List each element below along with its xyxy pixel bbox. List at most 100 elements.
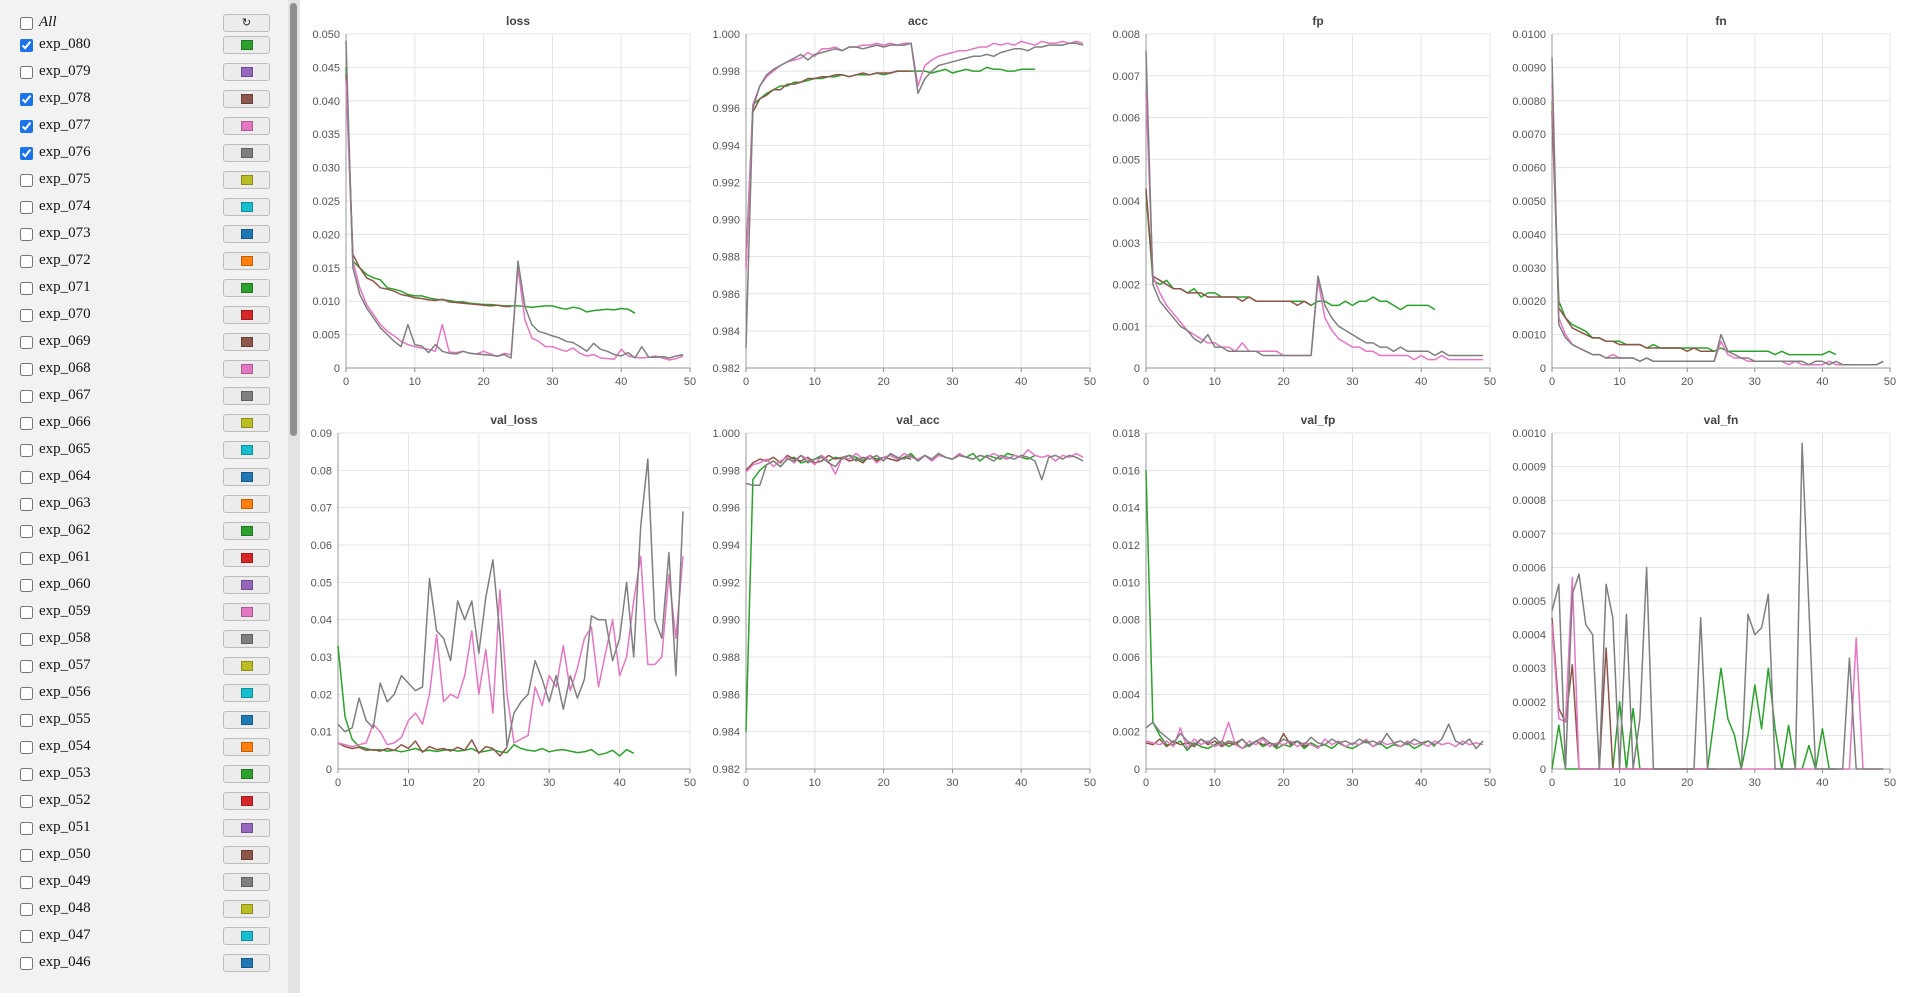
sidebar-scrollbar-thumb[interactable] bbox=[290, 3, 297, 436]
y-tick-label: 0.001 bbox=[1112, 321, 1140, 333]
experiment-checkbox[interactable] bbox=[20, 39, 33, 52]
chart-fn: fn 0 0.0010 0.0020 0.0030 0.0040 0.0050 0.0060 0… bbox=[1512, 14, 1896, 388]
series-line bbox=[337, 739, 508, 757]
experiment-label: exp_053 bbox=[39, 765, 91, 781]
experiment-checkbox[interactable] bbox=[20, 903, 33, 916]
color-picker-button[interactable] bbox=[223, 36, 270, 54]
color-picker-button[interactable] bbox=[223, 144, 270, 162]
color-picker-button[interactable] bbox=[223, 90, 270, 108]
experiment-row: exp_069 bbox=[20, 332, 276, 354]
experiment-checkbox[interactable] bbox=[20, 579, 33, 592]
experiment-checkbox[interactable] bbox=[20, 822, 33, 835]
series-line bbox=[1551, 576, 1884, 770]
experiment-checkbox[interactable] bbox=[20, 768, 33, 781]
color-picker-button[interactable] bbox=[223, 279, 270, 297]
experiment-checkbox[interactable] bbox=[20, 930, 33, 943]
experiment-label: exp_058 bbox=[39, 630, 91, 646]
experiment-row: exp_064 bbox=[20, 467, 276, 489]
experiment-checkbox[interactable] bbox=[20, 687, 33, 700]
series-line bbox=[745, 452, 1036, 732]
color-swatch bbox=[241, 202, 253, 212]
experiment-checkbox[interactable] bbox=[20, 471, 33, 484]
color-picker-button[interactable] bbox=[223, 711, 270, 729]
color-picker-button[interactable] bbox=[223, 738, 270, 756]
experiment-checkbox[interactable] bbox=[20, 714, 33, 727]
reset-colors-button[interactable]: ↻ bbox=[223, 14, 270, 32]
color-picker-button[interactable] bbox=[223, 198, 270, 216]
experiment-checkbox[interactable] bbox=[20, 552, 33, 565]
color-picker-button[interactable] bbox=[223, 252, 270, 270]
experiment-checkbox[interactable] bbox=[20, 876, 33, 889]
experiment-checkbox[interactable] bbox=[20, 147, 33, 160]
experiment-checkbox[interactable] bbox=[20, 174, 33, 187]
experiment-label: exp_074 bbox=[39, 198, 91, 214]
y-tick-label: 1.000 bbox=[712, 29, 740, 41]
x-tick-label: 50 bbox=[1884, 376, 1896, 388]
color-picker-button[interactable] bbox=[223, 792, 270, 810]
experiment-checkbox[interactable] bbox=[20, 525, 33, 538]
color-picker-button[interactable] bbox=[223, 495, 270, 513]
experiment-label: exp_064 bbox=[39, 468, 91, 484]
experiment-checkbox[interactable] bbox=[20, 498, 33, 511]
experiment-checkbox[interactable] bbox=[20, 606, 33, 619]
color-picker-button[interactable] bbox=[223, 171, 270, 189]
x-tick-label: 30 bbox=[946, 376, 958, 388]
color-picker-button[interactable] bbox=[223, 549, 270, 567]
y-tick-label: 0.05 bbox=[311, 577, 332, 589]
experiment-checkbox[interactable] bbox=[20, 660, 33, 673]
series-line bbox=[745, 40, 1084, 270]
color-picker-button[interactable] bbox=[223, 846, 270, 864]
color-picker-button[interactable] bbox=[223, 576, 270, 594]
y-tick-label: 0.012 bbox=[1112, 540, 1140, 552]
experiment-checkbox[interactable] bbox=[20, 795, 33, 808]
x-tick-label: 40 bbox=[1415, 376, 1427, 388]
color-picker-button[interactable] bbox=[223, 117, 270, 135]
select-all-checkbox[interactable] bbox=[20, 17, 33, 30]
color-picker-button[interactable] bbox=[223, 927, 270, 945]
experiment-checkbox[interactable] bbox=[20, 255, 33, 268]
x-tick-label: 30 bbox=[1346, 777, 1358, 789]
experiment-checkbox[interactable] bbox=[20, 849, 33, 862]
color-picker-button[interactable] bbox=[223, 63, 270, 81]
color-picker-button[interactable] bbox=[223, 414, 270, 432]
color-picker-button[interactable] bbox=[223, 873, 270, 891]
color-picker-button[interactable] bbox=[223, 603, 270, 621]
color-picker-button[interactable] bbox=[223, 468, 270, 486]
experiment-label: exp_072 bbox=[39, 252, 91, 268]
experiment-checkbox[interactable] bbox=[20, 417, 33, 430]
experiment-checkbox[interactable] bbox=[20, 228, 33, 241]
color-picker-button[interactable] bbox=[223, 522, 270, 540]
experiment-checkbox[interactable] bbox=[20, 201, 33, 214]
color-picker-button[interactable] bbox=[223, 441, 270, 459]
experiment-checkbox[interactable] bbox=[20, 336, 33, 349]
y-tick-label: 0.0020 bbox=[1512, 296, 1546, 308]
experiment-checkbox[interactable] bbox=[20, 120, 33, 133]
y-tick-label: 0 bbox=[334, 363, 340, 375]
experiment-checkbox[interactable] bbox=[20, 93, 33, 106]
color-picker-button[interactable] bbox=[223, 657, 270, 675]
y-tick-label: 0.08 bbox=[311, 465, 332, 477]
color-picker-button[interactable] bbox=[223, 387, 270, 405]
experiment-checkbox[interactable] bbox=[20, 309, 33, 322]
color-swatch bbox=[241, 580, 253, 590]
color-picker-button[interactable] bbox=[223, 306, 270, 324]
experiment-checkbox[interactable] bbox=[20, 633, 33, 646]
color-picker-button[interactable] bbox=[223, 225, 270, 243]
experiment-checkbox[interactable] bbox=[20, 741, 33, 754]
color-picker-button[interactable] bbox=[223, 684, 270, 702]
color-picker-button[interactable] bbox=[223, 900, 270, 918]
chart-loss: loss 0 0.005 0.010 0.015 0.020 0.025 0.030 0.035… bbox=[312, 14, 696, 388]
color-picker-button[interactable] bbox=[223, 819, 270, 837]
experiment-checkbox[interactable] bbox=[20, 363, 33, 376]
color-picker-button[interactable] bbox=[223, 954, 270, 972]
experiment-checkbox[interactable] bbox=[20, 444, 33, 457]
color-picker-button[interactable] bbox=[223, 360, 270, 378]
experiment-row: exp_062 bbox=[20, 521, 276, 543]
color-picker-button[interactable] bbox=[223, 333, 270, 351]
experiment-checkbox[interactable] bbox=[20, 282, 33, 295]
experiment-checkbox[interactable] bbox=[20, 957, 33, 970]
color-picker-button[interactable] bbox=[223, 630, 270, 648]
experiment-checkbox[interactable] bbox=[20, 66, 33, 79]
color-picker-button[interactable] bbox=[223, 765, 270, 783]
experiment-checkbox[interactable] bbox=[20, 390, 33, 403]
